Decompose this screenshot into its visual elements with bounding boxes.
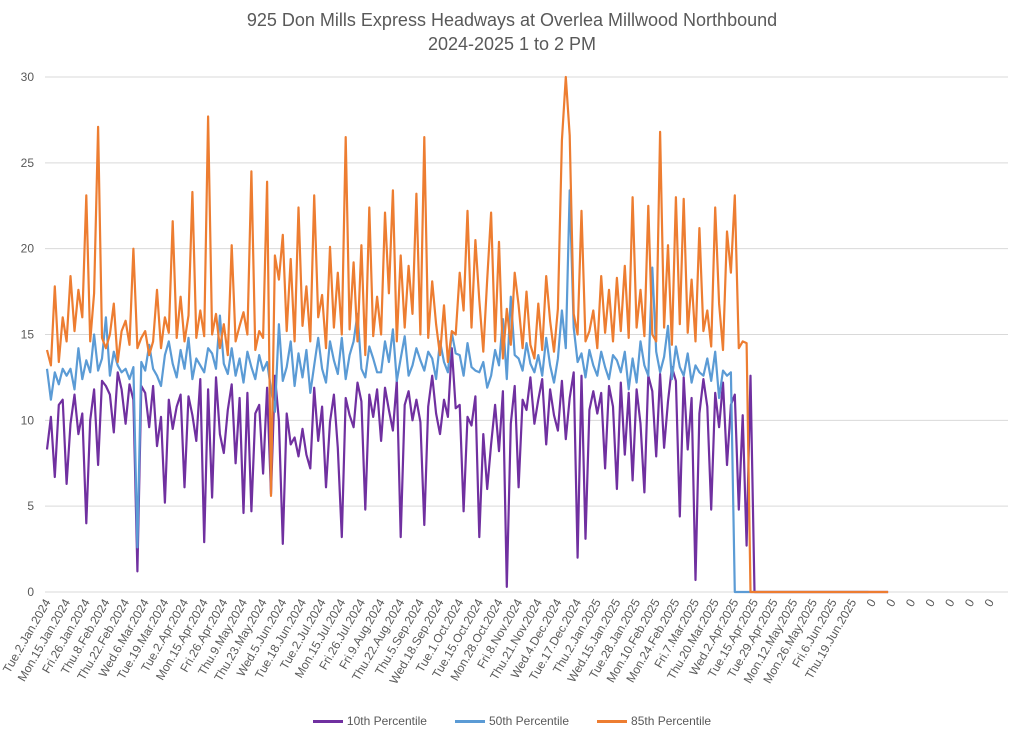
- legend-label: 50th Percentile: [488, 714, 570, 728]
- x-tick-label: 0: [942, 596, 958, 609]
- legend-swatch: [597, 719, 628, 723]
- legend-label: 85th Percentile: [631, 714, 712, 728]
- legend-label: 10th Percentile: [346, 714, 427, 728]
- legend-item-2: 50th Percentile: [454, 714, 570, 728]
- y-tick-label: 15: [21, 328, 35, 342]
- legend-swatch: [312, 719, 343, 723]
- y-tick-label: 25: [21, 156, 35, 170]
- legend-item-3: 85th Percentile: [597, 714, 711, 728]
- chart-title-block: 925 Don Mills Express Headways at Overle…: [0, 8, 1024, 56]
- series-lines: [45, 75, 889, 594]
- series-line-2: [45, 189, 869, 594]
- y-axis-ticks: 0 5 10 15 20 25 30: [21, 70, 35, 599]
- x-tick-label: 0: [981, 596, 997, 609]
- x-tick-label: 0: [922, 596, 938, 609]
- x-tick-label: 0: [883, 596, 899, 609]
- legend: 10th Percentile 50th Percentile 85th Perce…: [0, 714, 1024, 728]
- y-tick-label: 5: [27, 499, 34, 513]
- gridlines: [45, 76, 1008, 593]
- y-tick-label: 30: [21, 70, 35, 84]
- x-tick-label: 0: [864, 596, 880, 609]
- legend-item-1: 10th Percentile: [312, 714, 427, 728]
- y-tick-label: 0: [27, 585, 34, 599]
- series-line-3: [45, 75, 889, 594]
- y-tick-label: 20: [21, 242, 35, 256]
- x-tick-label: 0: [903, 596, 919, 609]
- chart-title: 925 Don Mills Express Headways at Overle…: [246, 10, 778, 30]
- line-chart: 0 5 10 15 20 25 30 Tue.2.Jan.2024Mon.15.Jan.20…: [0, 70, 1008, 687]
- x-tick-label: 0: [962, 596, 978, 609]
- chart-subtitle: 2024-2025 1 to 2 PM: [427, 34, 597, 54]
- y-tick-label: 10: [21, 413, 35, 427]
- legend-swatch: [454, 719, 485, 723]
- series-line-1: [45, 347, 889, 594]
- x-axis-ticks: Tue.2.Jan.2024Mon.15.Jan.2024Fri.26.Jan.…: [0, 596, 997, 686]
